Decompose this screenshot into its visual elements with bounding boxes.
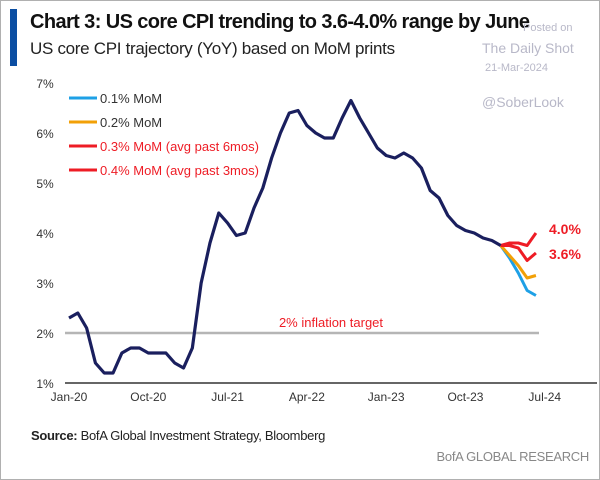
x-tick-label: Oct-23 [447, 390, 483, 404]
watermark-date: 21-Mar-2024 [485, 62, 548, 74]
projection-line [500, 244, 537, 262]
end-label-low: 3.6% [549, 246, 581, 262]
chart-subtitle: US core CPI trajectory (YoY) based on Mo… [30, 39, 395, 58]
legend-label: 0.4% MoM (avg past 3mos) [100, 163, 259, 178]
x-tick-label: Oct-20 [130, 390, 166, 404]
actual-cpi-line [68, 98, 502, 375]
watermark-posted: Posted on [523, 22, 573, 34]
source-note: Source: BofA Global Investment Strategy,… [31, 428, 325, 443]
x-tick-label: Jul-24 [528, 390, 561, 404]
x-tick-label: Jan-20 [51, 390, 88, 404]
y-tick-label: 2% [36, 327, 54, 341]
y-tick-label: 4% [36, 227, 54, 241]
x-tick-label: Apr-22 [289, 390, 325, 404]
title-accent-bar [10, 9, 17, 66]
x-tick-label: Jul-21 [211, 390, 244, 404]
watermark-site: The Daily Shot [482, 40, 574, 56]
watermark-handle: @SoberLook [482, 94, 564, 110]
y-tick-label: 5% [36, 177, 54, 191]
source-label: Source: [31, 428, 78, 443]
end-label-high: 4.0% [549, 221, 581, 237]
legend-label: 0.2% MoM [100, 115, 162, 130]
y-tick-label: 1% [36, 377, 54, 391]
line-chart: 1% 2% 3% 4% 5% 6% 7% Jan-20 Oct-20 Jul-21 Apr-22 Ja… [36, 77, 597, 404]
x-tick-label: Jan-23 [368, 390, 405, 404]
y-tick-label: 3% [36, 277, 54, 291]
source-text: BofA Global Investment Strategy, Bloombe… [77, 428, 326, 443]
projection-line [499, 244, 537, 280]
target-label: 2% inflation target [279, 315, 383, 330]
legend-label: 0.1% MoM [100, 91, 162, 106]
y-tick-label: 6% [36, 127, 54, 141]
chart-title: Chart 3: US core CPI trending to 3.6-4.0… [30, 11, 530, 33]
y-tick-label: 7% [36, 77, 54, 91]
brand-label: BofA GLOBAL RESEARCH [436, 449, 590, 464]
legend-label: 0.3% MoM (avg past 6mos) [100, 139, 259, 154]
projection-line [500, 232, 538, 247]
